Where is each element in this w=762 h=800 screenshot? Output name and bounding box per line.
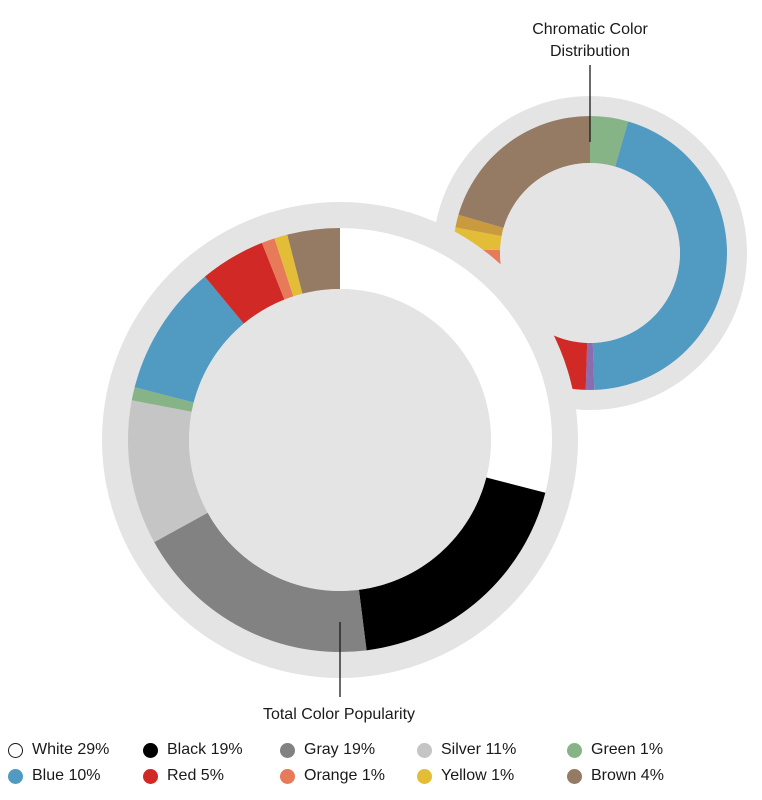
- slice-white: [340, 228, 552, 493]
- legend-swatch: [280, 768, 295, 784]
- legend-swatch: [567, 742, 582, 758]
- slice-gold: [455, 214, 504, 237]
- chromatic-chart-title: Chromatic Color Distribution: [490, 19, 690, 63]
- slice-green: [131, 387, 194, 412]
- slice-blue: [134, 276, 244, 403]
- chromatic-title-line-1: Chromatic Color: [532, 21, 648, 38]
- legend-swatch: [8, 768, 23, 784]
- legend: White 29% Black 19% Gray 19% Silver 11% …: [8, 740, 758, 786]
- legend-item: Yellow 1%: [417, 766, 567, 786]
- legend-swatch: [280, 742, 295, 758]
- slice-red: [204, 242, 285, 324]
- legend-item: Orange 1%: [280, 766, 417, 786]
- legend-item: Blue 10%: [8, 766, 143, 786]
- slice-gray: [154, 512, 367, 652]
- legend-label: White 29%: [32, 741, 110, 758]
- legend-label: Brown 4%: [591, 767, 664, 784]
- slice-orange: [261, 238, 294, 300]
- legend-label: Blue 10%: [32, 767, 101, 784]
- legend-label: Black 19%: [167, 741, 243, 758]
- slice-brown: [287, 228, 340, 294]
- legend-label: Orange 1%: [304, 767, 385, 784]
- slice-purple: [585, 342, 595, 391]
- legend-swatch: [143, 768, 158, 784]
- legend-swatch: [417, 742, 432, 758]
- legend-label: Green 1%: [591, 741, 664, 758]
- slice-brown: [458, 116, 590, 228]
- slice-blue: [592, 121, 727, 390]
- donut-center: [500, 163, 680, 343]
- legend-item: White 29%: [8, 740, 143, 760]
- legend-item: Gray 19%: [280, 740, 417, 760]
- legend-label: Red 5%: [167, 767, 224, 784]
- slice-yellow: [274, 234, 303, 297]
- slice-silver: [127, 400, 208, 543]
- total-popularity-donut: [102, 202, 578, 678]
- total-chart-title: Total Color Popularity: [262, 706, 416, 723]
- legend-item: Silver 11%: [417, 740, 567, 760]
- slice-green: [590, 116, 629, 167]
- legend-item: Green 1%: [567, 740, 717, 760]
- legend-label: Yellow 1%: [441, 767, 515, 784]
- legend-item: Black 19%: [143, 740, 280, 760]
- legend-swatch: [567, 768, 582, 784]
- legend-item: Brown 4%: [567, 766, 717, 786]
- legend-label: Gray 19%: [304, 741, 376, 758]
- legend-swatch: [143, 742, 158, 758]
- legend-item: Red 5%: [143, 766, 280, 786]
- legend-label: Silver 11%: [441, 741, 517, 758]
- donut-center: [189, 289, 491, 591]
- legend-swatch: [8, 742, 23, 758]
- slice-black: [358, 477, 546, 651]
- chromatic-title-line-2: Distribution: [549, 43, 631, 60]
- legend-swatch: [417, 768, 432, 784]
